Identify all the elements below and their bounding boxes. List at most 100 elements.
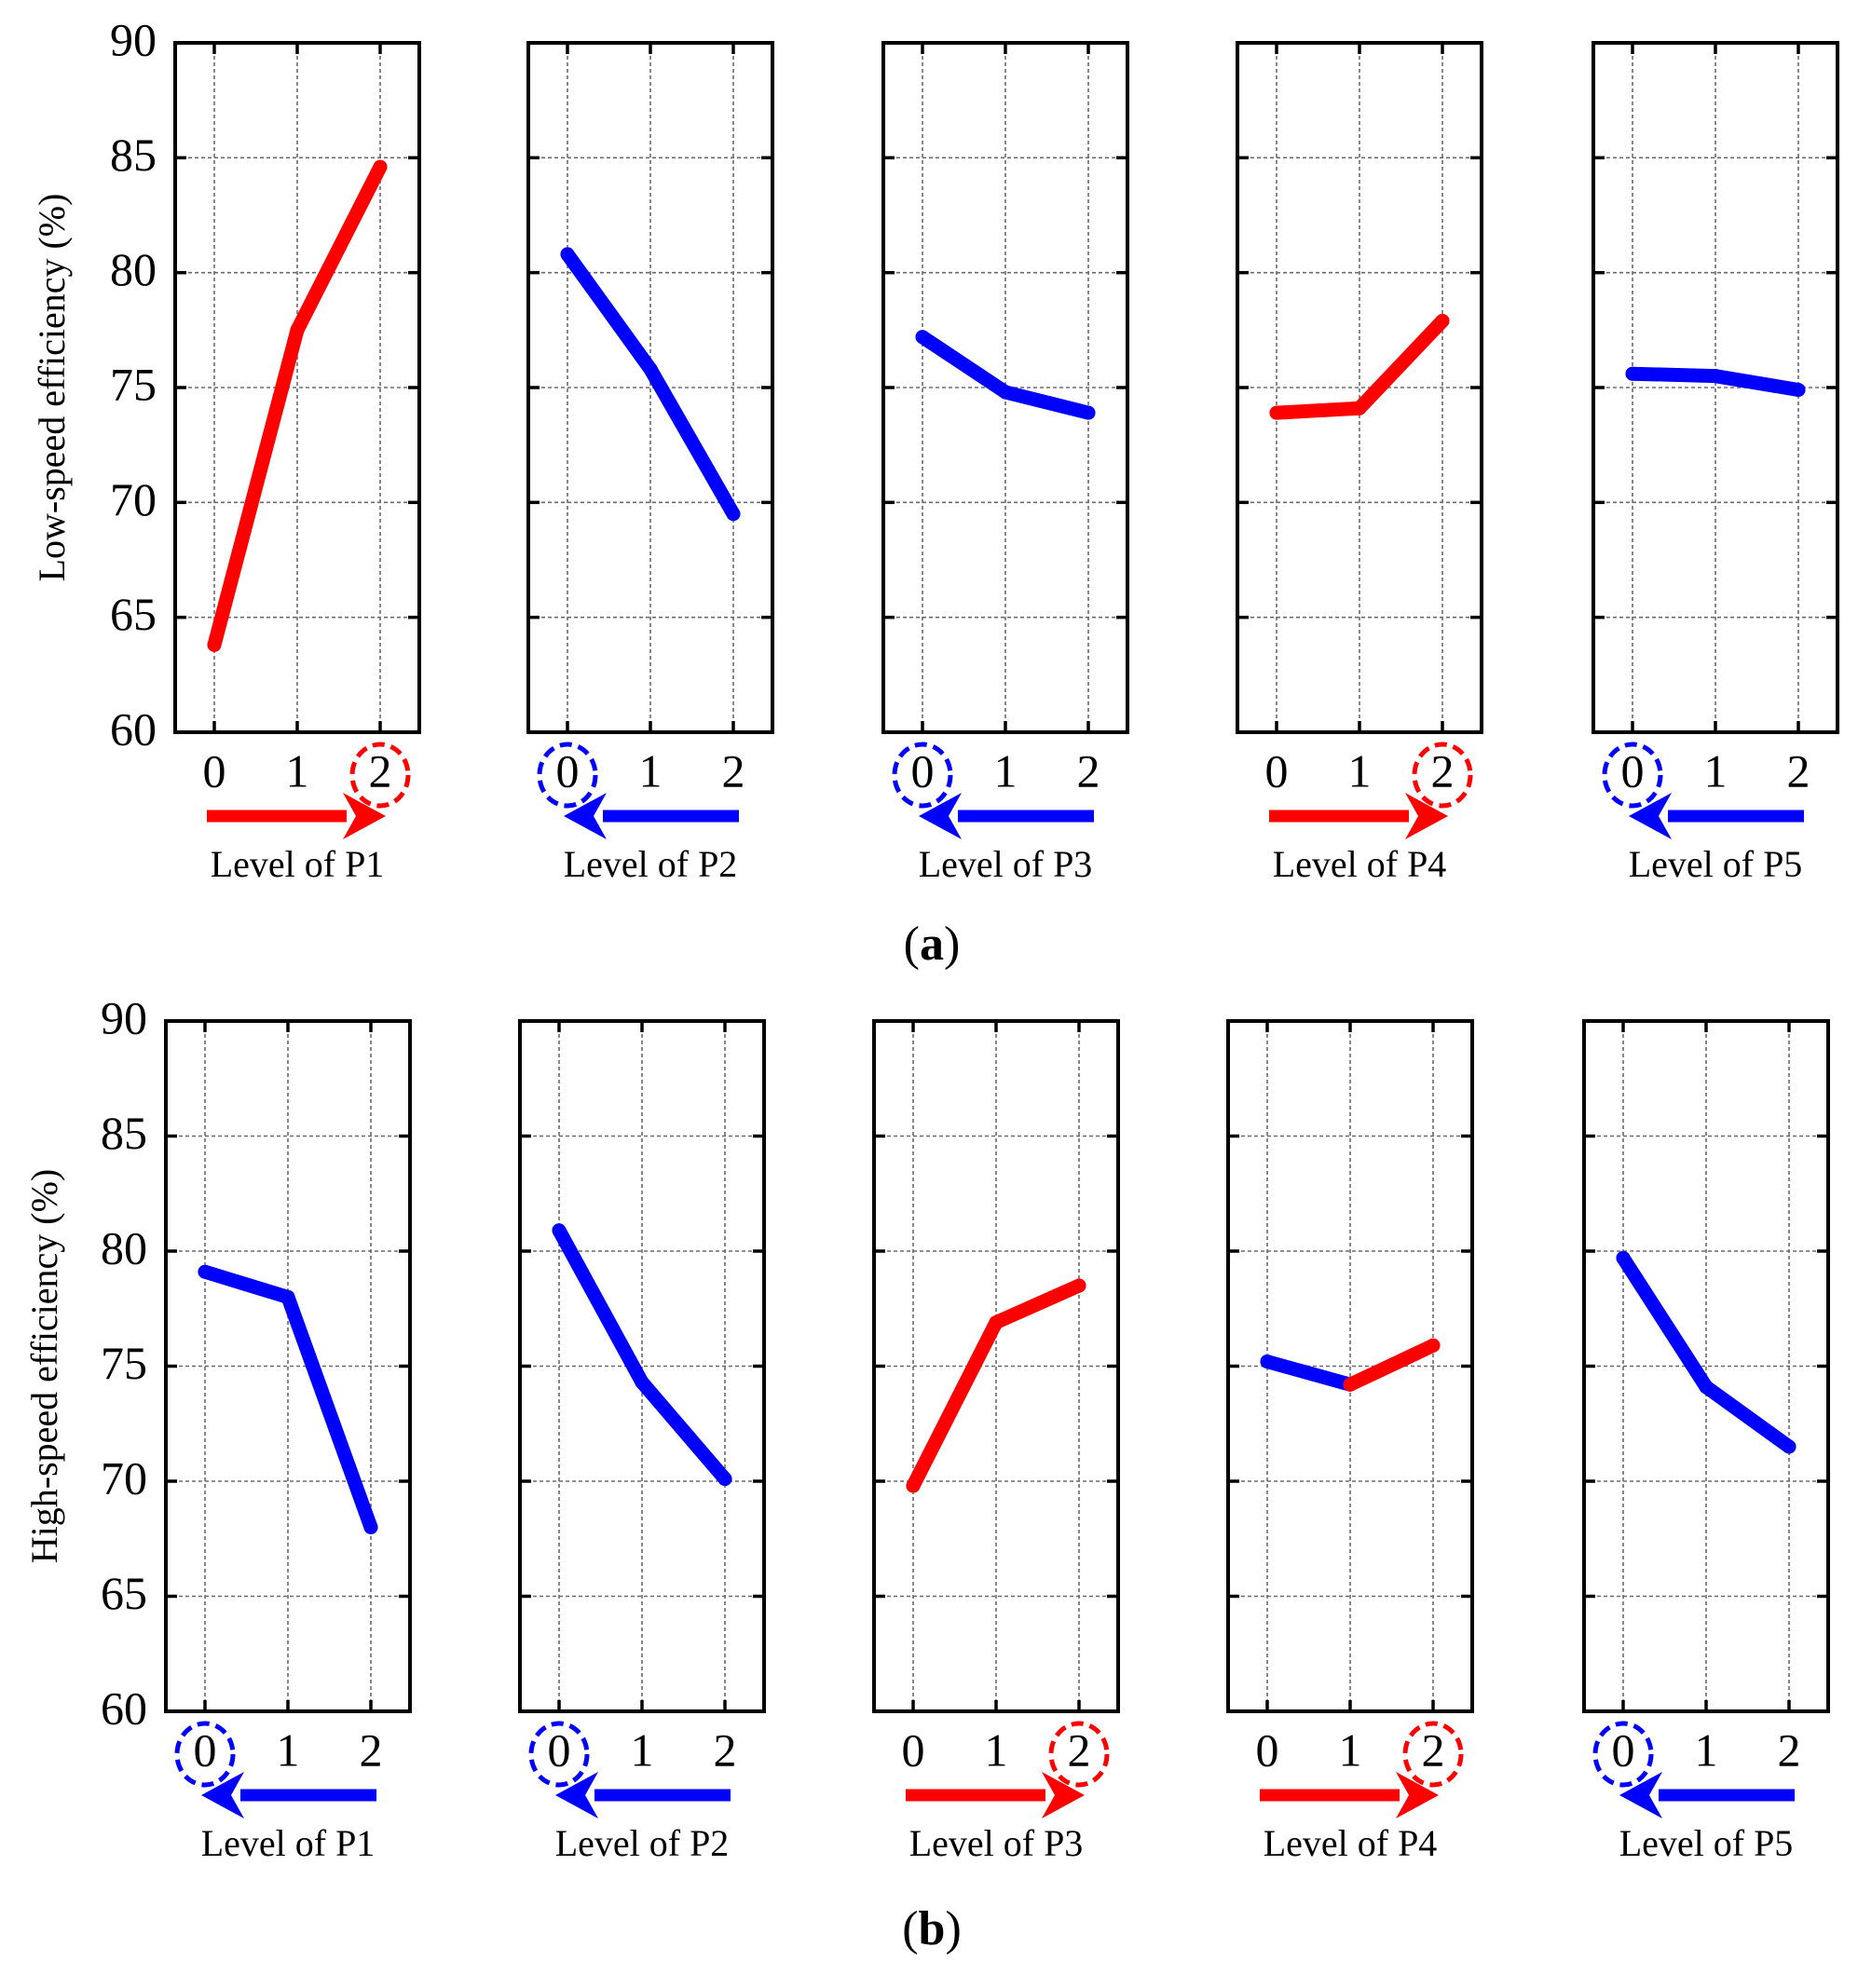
series-segment — [1269, 401, 1367, 420]
y-tick-label: 75 — [110, 358, 157, 410]
plot-frame — [526, 41, 774, 734]
series-segment — [198, 1264, 295, 1304]
data-point — [1426, 1338, 1441, 1353]
series-segment — [1260, 1355, 1358, 1392]
x-tick-label: 0 — [203, 744, 226, 797]
trend-arrow — [1629, 793, 1804, 839]
x-tick-label: 0 — [556, 744, 580, 797]
x-tick-label: 1 — [277, 1723, 300, 1776]
data-point — [1081, 405, 1096, 420]
x-tick-label: 2 — [360, 1723, 383, 1776]
trend-arrow — [906, 1772, 1085, 1818]
subplot-2: 0 1 2 Level of P2 — [518, 1019, 766, 1864]
x-axis-label: Level of P3 — [919, 843, 1093, 885]
plot-frame — [1582, 1019, 1830, 1713]
subplot-1: 0 1 2 Level of P1 — [173, 41, 421, 885]
plot-frame — [881, 41, 1129, 734]
y-axis-title: Low-speed efficiency (%) — [31, 194, 73, 582]
data-point — [1260, 1355, 1275, 1369]
x-tick-label: 0 — [1256, 1723, 1279, 1776]
panel-label-letter: a — [920, 918, 944, 971]
arrow-head — [1396, 1772, 1439, 1818]
panel-label-letter: b — [919, 1902, 946, 1955]
series-segment — [915, 330, 1013, 400]
data-point — [643, 361, 658, 376]
subplot-2: 0 1 2 Level of P2 — [526, 41, 774, 885]
optimal-level-marker — [349, 742, 411, 809]
y-tick-label: 65 — [101, 1567, 147, 1619]
x-tick-label: 2 — [1431, 744, 1455, 797]
x-tick-label: 2 — [1787, 744, 1810, 797]
panel-a: Low-speed efficiency (%) 60 65 70 75 80 85 90 (a… — [31, 13, 1839, 971]
series-segment — [643, 361, 741, 522]
data-point — [1625, 366, 1640, 381]
panel-label-close: ) — [944, 918, 960, 971]
plot-frame — [1226, 1019, 1474, 1713]
trend-arrow — [1260, 1772, 1439, 1818]
series-segment — [207, 322, 305, 652]
x-tick-label: 0 — [1265, 744, 1289, 797]
arrow-head — [564, 793, 607, 839]
x-axis-label: Level of P1 — [211, 843, 385, 885]
plot-frame — [173, 41, 421, 734]
trend-arrow — [1269, 793, 1448, 839]
data-point — [1072, 1278, 1086, 1293]
data-point — [1782, 1439, 1797, 1454]
data-point — [989, 1315, 1004, 1330]
y-tick-label: 60 — [101, 1682, 147, 1734]
y-tick-label: 70 — [110, 473, 157, 525]
subplot-5: 0 1 2 Level of P5 — [1582, 1019, 1830, 1864]
data-point — [198, 1264, 212, 1279]
panel-label-open: ( — [904, 918, 920, 971]
x-tick-label: 2 — [1068, 1723, 1091, 1776]
x-axis-label: Level of P2 — [564, 843, 738, 885]
panel-label: (b) — [902, 1902, 962, 1955]
y-tick-label: 80 — [110, 243, 157, 295]
subplot-4: 0 1 2 Level of P4 — [1236, 41, 1483, 885]
x-tick-label: 0 — [902, 1723, 925, 1776]
data-point — [726, 507, 741, 522]
data-point — [1708, 369, 1723, 384]
x-tick-label: 1 — [994, 744, 1018, 797]
arrow-head — [1629, 793, 1672, 839]
y-tick-label: 85 — [110, 129, 157, 181]
plot-frame — [1592, 41, 1839, 734]
arrow-head — [201, 1772, 244, 1818]
optimal-level-marker — [1412, 742, 1473, 809]
optimal-level-marker — [537, 742, 598, 809]
x-tick-label: 0 — [548, 1723, 571, 1776]
series-segment — [1352, 313, 1450, 415]
panel-label-open: ( — [902, 1902, 918, 1955]
trend-arrow — [564, 793, 739, 839]
x-tick-label: 1 — [1704, 744, 1728, 797]
series-segment — [1625, 366, 1723, 384]
series-segment — [552, 1223, 649, 1390]
data-point — [363, 1519, 378, 1534]
series-segment — [1616, 1250, 1714, 1395]
data-point — [280, 1289, 295, 1304]
y-tick-label: 90 — [101, 991, 147, 1043]
chart-layer: Low-speed efficiency (%)60657075808590(a… — [23, 13, 1839, 1955]
y-tick-label: 80 — [101, 1221, 147, 1273]
x-tick-label: 1 — [985, 1723, 1008, 1776]
x-tick-label: 2 — [1077, 744, 1100, 797]
subplot-3: 0 1 2 Level of P3 — [881, 41, 1129, 885]
data-point — [906, 1478, 921, 1493]
panel-label: (a) — [904, 918, 961, 971]
data-point — [290, 322, 305, 337]
x-tick-label: 1 — [639, 744, 663, 797]
data-point — [207, 637, 222, 652]
data-point — [1616, 1250, 1631, 1265]
panel-b: High-speed efficiency (%) 60 65 70 75 80 85 90 (… — [23, 991, 1830, 1955]
arrow-head — [555, 1772, 598, 1818]
optimal-level-marker — [528, 1721, 590, 1788]
plot-frame — [518, 1019, 766, 1713]
x-tick-label: 1 — [1695, 1723, 1718, 1776]
y-tick-label: 70 — [101, 1451, 147, 1504]
series-segment — [635, 1375, 732, 1487]
optimal-level-marker — [1402, 1721, 1464, 1788]
y-tick-label: 60 — [110, 702, 157, 755]
data-point — [1791, 382, 1806, 397]
data-point — [1343, 1377, 1358, 1392]
